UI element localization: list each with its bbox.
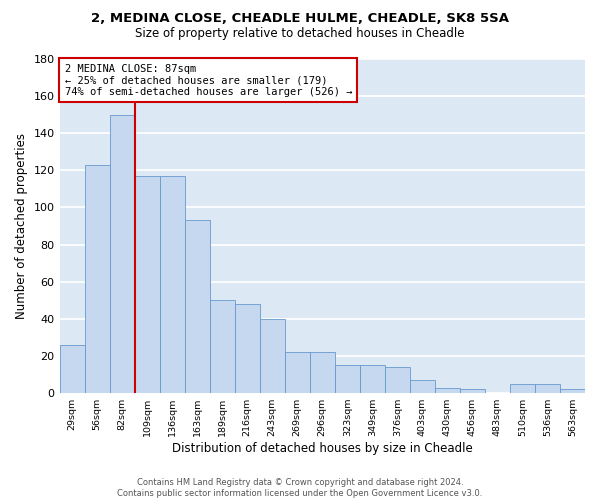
Bar [360, 365, 385, 393]
X-axis label: Distribution of detached houses by size in Cheadle: Distribution of detached houses by size … [172, 442, 473, 455]
Bar [235, 304, 260, 393]
Bar [435, 388, 460, 393]
Bar [110, 114, 134, 393]
Bar [335, 365, 360, 393]
Bar [134, 176, 160, 393]
Text: Size of property relative to detached houses in Cheadle: Size of property relative to detached ho… [135, 28, 465, 40]
Bar [560, 390, 585, 393]
Text: 2 MEDINA CLOSE: 87sqm
← 25% of detached houses are smaller (179)
74% of semi-det: 2 MEDINA CLOSE: 87sqm ← 25% of detached … [65, 64, 352, 97]
Bar [209, 300, 235, 393]
Bar [260, 319, 285, 393]
Bar [410, 380, 435, 393]
Text: Contains HM Land Registry data © Crown copyright and database right 2024.
Contai: Contains HM Land Registry data © Crown c… [118, 478, 482, 498]
Bar [185, 220, 209, 393]
Bar [510, 384, 535, 393]
Bar [535, 384, 560, 393]
Bar [460, 390, 485, 393]
Bar [59, 345, 85, 393]
Y-axis label: Number of detached properties: Number of detached properties [15, 133, 28, 319]
Bar [310, 352, 335, 393]
Bar [85, 165, 110, 393]
Text: 2, MEDINA CLOSE, CHEADLE HULME, CHEADLE, SK8 5SA: 2, MEDINA CLOSE, CHEADLE HULME, CHEADLE,… [91, 12, 509, 26]
Bar [285, 352, 310, 393]
Bar [160, 176, 185, 393]
Bar [385, 367, 410, 393]
